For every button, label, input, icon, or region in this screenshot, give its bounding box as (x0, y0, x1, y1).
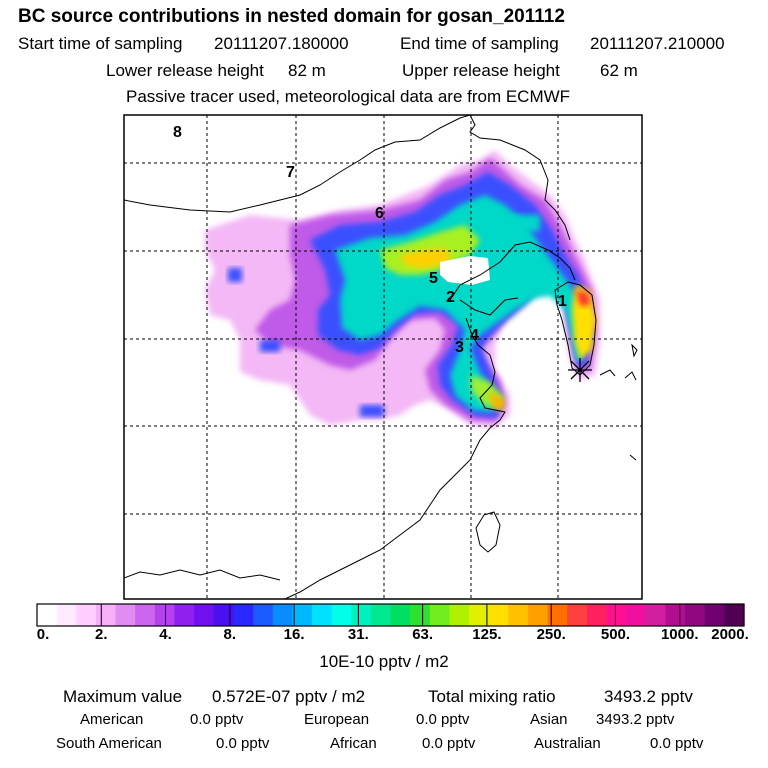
region-asian-value: 3493.2 pptv (596, 711, 675, 728)
colorbar-swatch (665, 604, 686, 626)
region-asian-label: Asian (530, 711, 568, 728)
day-marker-6: 6 (375, 205, 384, 222)
region-european-label: European (304, 711, 370, 728)
colorbar-swatch (233, 604, 254, 626)
colorbar-tick-label: 1000. (660, 626, 699, 643)
tracer-note: Passive tracer used, meteorological data… (126, 87, 571, 106)
chart-title: BC source contributions in nested domain… (18, 6, 565, 27)
colorbar-swatch (370, 604, 392, 626)
region-south-american-value: 0.0 pptv (216, 735, 270, 752)
lower-release-label: Lower release height (106, 61, 264, 80)
day-marker-3: 3 (455, 339, 464, 356)
colorbar-units: 10E-10 pptv / m2 (319, 652, 449, 671)
colorbar-swatch (429, 604, 451, 626)
region-european-value: 0.0 pptv (416, 711, 470, 728)
map-frame (123, 114, 643, 600)
colorbar-swatch (272, 604, 293, 626)
colorbar-swatch (685, 604, 706, 626)
colorbar-swatch (351, 604, 372, 626)
day-marker-1: 1 (558, 293, 567, 310)
region-australian-label: Australian (534, 735, 601, 752)
colorbar-swatch (331, 604, 352, 626)
colorbar-tick-label: 8. (223, 626, 237, 643)
total-mixing-value: 3493.2 pptv (604, 687, 693, 706)
colorbar-swatch (174, 604, 195, 626)
max-value: 0.572E-07 pptv / m2 (212, 687, 366, 706)
end-time-value: 20111207.210000 (590, 34, 725, 53)
colorbar-swatch (390, 604, 411, 626)
colorbar-swatch (292, 604, 313, 626)
colorbar-tick-label: 500. (600, 626, 631, 643)
colorbar-swatch (410, 604, 431, 626)
colorbar-swatch (704, 604, 725, 626)
asterisk-receptor-marker-icon (568, 358, 592, 382)
colorbar-swatch (527, 604, 549, 626)
colorbar-swatch (253, 604, 274, 626)
max-value-label: Maximum value (63, 687, 183, 706)
colorbar-swatch (547, 604, 568, 626)
colorbar-tick-label: 0. (36, 626, 50, 643)
colorbar (37, 604, 745, 626)
region-american-value: 0.0 pptv (190, 711, 244, 728)
plume-field (205, 150, 600, 428)
colorbar-tick-label: 4. (159, 626, 172, 643)
colorbar-swatch (76, 604, 97, 626)
coastlines (124, 115, 638, 599)
colorbar-tick-label: 2000. (711, 626, 749, 643)
colorbar-frame (36, 603, 745, 627)
day-marker-2: 2 (446, 289, 455, 306)
colorbar-swatch (626, 604, 647, 626)
colorbar-swatch (508, 604, 529, 626)
colorbar-swatch (586, 604, 608, 626)
region-african-value: 0.0 pptv (422, 735, 476, 752)
day-marker-5: 5 (429, 270, 438, 287)
colorbar-swatch (645, 604, 667, 626)
colorbar-swatch (449, 604, 470, 626)
colorbar-swatch (469, 604, 490, 626)
start-time-label: Start time of sampling (18, 34, 183, 53)
day-marker-4: 4 (470, 327, 479, 344)
region-south-american-label: South American (56, 735, 162, 752)
colorbar-swatch (213, 604, 234, 626)
colorbar-tick-label: 125. (472, 626, 502, 643)
upper-release-label: Upper release height (402, 61, 560, 80)
colorbar-tick-label: 2. (95, 626, 108, 643)
colorbar-tick-label: 16. (283, 626, 305, 643)
colorbar-swatch (95, 604, 117, 626)
colorbar-swatch (135, 604, 156, 626)
colorbar-swatch (194, 604, 215, 626)
colorbar-swatch (115, 604, 136, 626)
total-mixing-label: Total mixing ratio (428, 687, 556, 706)
upper-release-value: 62 m (600, 61, 638, 80)
region-australian-value: 0.0 pptv (650, 735, 704, 752)
region-african-label: African (330, 735, 377, 752)
colorbar-swatch (488, 604, 509, 626)
day-marker-8: 8 (173, 124, 182, 141)
start-time-value: 20111207.180000 (214, 34, 349, 53)
colorbar-tick-label: 250. (536, 626, 566, 643)
colorbar-tick-label: 31. (347, 626, 369, 643)
region-american-label: American (80, 711, 144, 728)
lower-release-value: 82 m (288, 61, 326, 80)
colorbar-swatch (37, 604, 58, 626)
colorbar-tick-label: 63. (412, 626, 434, 643)
colorbar-swatch (606, 604, 627, 626)
colorbar-swatch (154, 604, 176, 626)
colorbar-swatch (56, 604, 77, 626)
end-time-label: End time of sampling (400, 34, 559, 53)
day-marker-7: 7 (286, 164, 295, 181)
colorbar-swatch (724, 604, 745, 626)
colorbar-swatch (311, 604, 333, 626)
colorbar-swatch (567, 604, 588, 626)
